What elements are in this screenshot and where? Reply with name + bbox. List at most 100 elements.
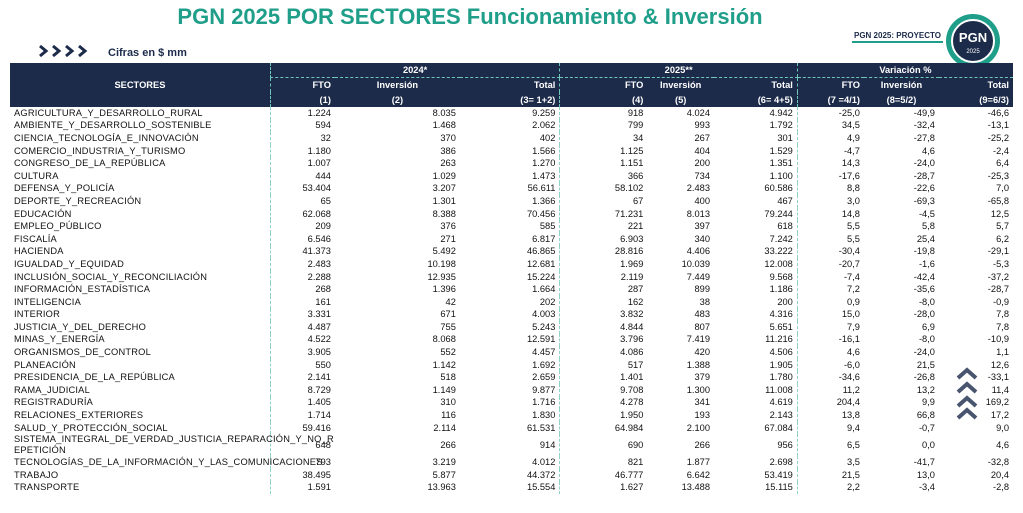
cell: -24,0: [913, 158, 935, 169]
cell: 79.244: [764, 208, 793, 219]
cell: 1.905: [769, 359, 793, 370]
sector-name: RELACIONES_EXTERIORES: [14, 410, 144, 421]
cell: 2.062: [532, 120, 556, 131]
table-row: CULTURA 444 1.029 1.473 366 734 1.100 -17,6 -28,…: [10, 169, 1013, 183]
cell: 9,4: [796, 421, 864, 435]
cell: -22,6: [913, 183, 935, 194]
cell: 200: [777, 296, 793, 307]
cell: 14,3: [796, 157, 864, 170]
column-formula: (4): [559, 92, 648, 107]
table-row: CONGRESO_DE_LA_REPÚBLICA 1.007 263 1.270 1.1…: [10, 157, 1013, 170]
sector-name: PRESIDENCIA_DE_LA_REPÚBLICA: [14, 372, 175, 383]
table-row: IGUALDAD_Y_EQUIDAD 2.483 10.198 12.681 1.969…: [10, 258, 1013, 271]
cell: 38.495: [269, 469, 335, 482]
cell: -34,6: [796, 371, 864, 385]
cell: 1.969: [559, 258, 648, 271]
table-row: EDUCACIÓN 62.068 8.388 70.456 71.231 8.013 79.…: [10, 207, 1013, 221]
cell: 4.619: [769, 397, 793, 408]
sector-name: EDUCACIÓN: [14, 208, 72, 219]
logo: PGN 2025: [946, 14, 1000, 68]
cell: 44.372: [526, 469, 556, 480]
cell: 67: [559, 195, 648, 208]
column-formula: (9=6/3): [938, 92, 1013, 107]
cell: 404: [694, 145, 710, 156]
cell: -13,1: [987, 120, 1009, 131]
logo-text: PGN: [959, 30, 987, 45]
cell: 13,2: [916, 384, 935, 395]
table: SECTORES 2024* 2025** Variación % FTO Inversi…: [10, 63, 1013, 495]
cell: 15.115: [765, 482, 793, 493]
cell: 4.316: [769, 309, 793, 320]
cell: 1.396: [432, 284, 456, 295]
cell: 11.008: [765, 384, 793, 395]
column-header: Total: [938, 77, 1013, 92]
sector-name: COMERCIO_INDUSTRIA_Y_TURISMO: [14, 145, 186, 156]
cell: 65: [269, 195, 335, 208]
cell: 53.419: [764, 469, 793, 480]
cell: 1.151: [559, 157, 648, 170]
cell: 12.008: [764, 258, 793, 269]
cell: 1.877: [686, 457, 710, 468]
cell: 7,8: [996, 309, 1009, 320]
cell: -35,6: [913, 284, 935, 295]
column-formula: (3= 1+2): [459, 92, 560, 107]
sector-name: IGUALDAD_Y_EQUIDAD: [14, 258, 125, 269]
cell: 15.554: [526, 482, 556, 493]
cell: 116: [441, 410, 456, 421]
table-row: CIENCIA_TECNOLOGÍA_E_INNOVACIÓN 32 370 402 3…: [10, 132, 1013, 145]
cell: 64.984: [559, 421, 648, 435]
cell: 1.627: [559, 481, 648, 495]
cell: 2.100: [686, 422, 710, 433]
cell: 161: [269, 295, 335, 309]
cell: 12,6: [990, 359, 1009, 370]
cell: 690: [559, 434, 648, 457]
cell: 7,0: [996, 183, 1009, 194]
cell: 12,5: [990, 208, 1009, 219]
cell: -27,8: [913, 132, 935, 143]
cell: -2,8: [992, 482, 1009, 493]
cell: 1,1: [996, 347, 1009, 358]
cell: -42,4: [913, 271, 935, 282]
cell: 58.102: [559, 182, 648, 196]
cell: 4.487: [269, 321, 335, 334]
cell: 3.207: [432, 183, 456, 194]
cell: -19,8: [913, 246, 935, 257]
cell: -33,1: [987, 372, 1009, 383]
cell: 420: [694, 347, 710, 358]
column-header: Total: [714, 77, 798, 92]
cell: 4,6: [922, 145, 935, 156]
cell: 594: [269, 119, 335, 133]
cell: 1.714: [269, 409, 335, 422]
table-row: COMERCIO_INDUSTRIA_Y_TURISMO 1.180 386 1.56…: [10, 144, 1013, 158]
cell: 62.068: [269, 207, 335, 221]
column-header: FTO: [559, 77, 648, 92]
cell: 7,8: [996, 321, 1009, 332]
cell: 807: [694, 321, 710, 332]
cell: 7.242: [769, 233, 793, 244]
cell: 1.007: [269, 157, 335, 170]
cell: 193: [694, 410, 710, 421]
cell: 8.013: [686, 208, 710, 219]
cell: 267: [694, 132, 710, 143]
table-row: PLANEACIÓN 550 1.142 1.692 517 1.388 1.905 -6,0…: [10, 358, 1013, 372]
column-header: Total: [459, 77, 560, 92]
column-header: FTO: [269, 77, 335, 92]
cell: 1.301: [432, 195, 456, 206]
cell: 1.300: [686, 384, 710, 395]
table-row: INCLUSIÓN_SOCIAL_Y_RECONCILIACIÓN 2.288 12…: [10, 270, 1013, 284]
cell: 56.611: [527, 183, 556, 194]
cell: 53.404: [269, 182, 335, 196]
cell: 6.903: [559, 232, 648, 246]
table-row: AMBIENTE_Y_DESARROLLO_SOSTENIBLE 594 1.468…: [10, 119, 1013, 133]
cell: 1.224: [269, 107, 335, 120]
cell: 11,2: [796, 384, 864, 397]
cell: 46.777: [559, 469, 648, 482]
cell: -46,6: [987, 107, 1009, 118]
cell: 1.780: [769, 372, 793, 383]
sector-name: FISCALÍA: [14, 233, 57, 244]
cell: 6,2: [996, 233, 1009, 244]
cell: 793: [269, 456, 335, 470]
cell: -32,8: [987, 457, 1009, 468]
cell: 4.024: [686, 107, 710, 118]
column-header: FTO: [796, 77, 864, 92]
